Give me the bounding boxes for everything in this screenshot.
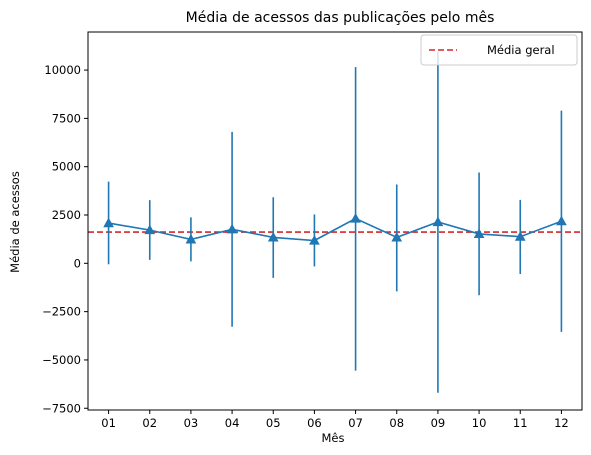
x-tick-label-11: 11 (513, 416, 528, 430)
x-tick-label-07: 07 (348, 416, 363, 430)
y-tick-label--5000: −5000 (42, 353, 81, 367)
chart-title: Média de acessos das publicações pelo mê… (186, 10, 495, 26)
y-tick-label--2500: −2500 (42, 305, 81, 319)
series-line (108, 217, 562, 242)
x-tick-label-10: 10 (472, 416, 487, 430)
plot-frame (87, 31, 583, 411)
y-tick-label-10000: 10000 (44, 63, 81, 77)
x-tick-label-05: 05 (266, 416, 281, 430)
plot-area (88, 51, 582, 393)
axes: 01 02 03 04 05 06 07 08 09 10 11 12 −7500 −5000 −2500 0… (42, 31, 583, 430)
data-point-08 (391, 231, 403, 242)
data-point-10 (473, 228, 485, 239)
legend-box (420, 34, 578, 66)
legend: Média geral (420, 34, 578, 66)
y-tick-label-7500: 7500 (52, 111, 81, 125)
x-tick-label-04: 04 (225, 416, 240, 430)
y-tick-label-2500: 2500 (52, 208, 81, 222)
x-tick-label-02: 02 (142, 416, 157, 430)
data-point-11 (514, 231, 526, 241)
y-tick-label-5000: 5000 (52, 160, 81, 174)
data-point-12 (556, 215, 567, 226)
x-tick-label-06: 06 (307, 416, 322, 430)
data-point-01 (103, 217, 114, 228)
x-tick-label-12: 12 (554, 416, 569, 430)
data-point-09 (432, 216, 444, 227)
data-point-07 (350, 212, 361, 223)
data-point-04 (226, 223, 238, 234)
x-axis-label: Mês (322, 431, 345, 445)
data-point-06 (309, 234, 320, 245)
data-point-02 (144, 224, 156, 235)
data-point-05 (267, 231, 279, 242)
data-point-03 (185, 233, 197, 244)
y-tick-label-0: 0 (74, 256, 81, 270)
y-axis-label: Média de acessos (8, 171, 22, 273)
x-tick-label-01: 01 (101, 416, 116, 430)
x-tick-label-08: 08 (389, 416, 404, 430)
y-tick-label--7500: −7500 (42, 401, 81, 415)
x-tick-label-09: 09 (431, 416, 446, 430)
x-tick-label-03: 03 (184, 416, 199, 430)
legend-label-media-geral: Média geral (487, 43, 555, 57)
